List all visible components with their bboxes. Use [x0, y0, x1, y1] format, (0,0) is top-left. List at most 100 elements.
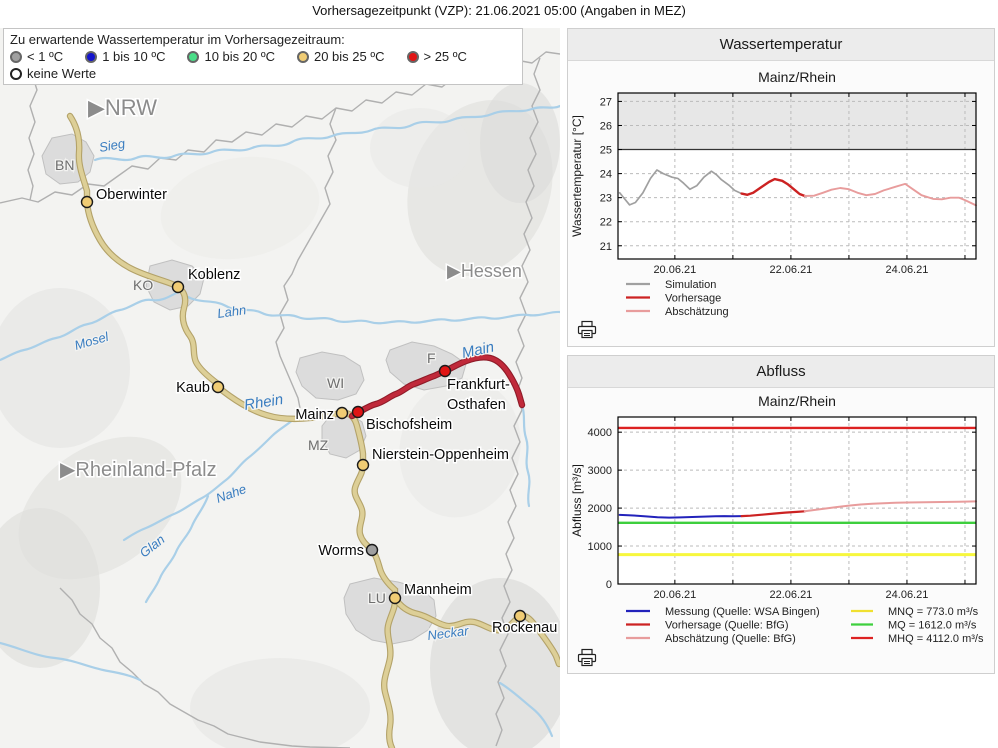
region-label-hessen: ▶Hessen	[447, 261, 522, 281]
station-label: Koblenz	[188, 267, 240, 283]
map-legend-item: keine Werte	[10, 66, 96, 81]
temperature-class-dot-icon	[187, 50, 200, 63]
station-dot-worms[interactable]	[365, 543, 379, 557]
map-legend-label: 20 bis 25 ºC	[313, 49, 385, 64]
plot-area	[618, 417, 976, 584]
terrain-shading	[480, 83, 560, 203]
chart-title: Mainz/Rhein	[758, 393, 836, 409]
station-dot-mainz[interactable]	[335, 406, 349, 420]
river-path	[0, 641, 142, 682]
y-tick-label: 22	[600, 217, 612, 229]
station-dot-rockenau[interactable]	[513, 609, 527, 623]
region-label-rheinland-pfalz: ▶Rheinland-Pfalz	[60, 459, 217, 481]
y-tick-label: 4000	[588, 427, 612, 439]
legend-label: Abschätzung	[665, 306, 729, 318]
y-axis-label: Wassertemperatur [°C]	[570, 115, 584, 237]
city-label-wi: WI	[327, 375, 344, 391]
series-vorhersage	[740, 510, 806, 518]
station-label: Nierstein-Oppenheim	[372, 447, 509, 463]
x-tick-label: 24.06.21	[886, 589, 929, 601]
map-legend: Zu erwartende Wassertemperatur im Vorher…	[3, 28, 523, 85]
legend-label: Simulation	[665, 279, 716, 291]
print-button[interactable]	[577, 648, 597, 667]
print-button[interactable]	[577, 320, 597, 339]
station-dot-bischofsheim[interactable]	[351, 405, 365, 419]
y-tick-label: 26	[600, 120, 612, 132]
region-label-nrw: ▶NRW	[88, 95, 157, 120]
river-label-lahn: Lahn	[216, 302, 247, 321]
station-dot-frankfurt-osthafen[interactable]	[438, 364, 452, 378]
river-path	[520, 403, 531, 508]
city-area	[385, 341, 467, 391]
plot-border	[617, 416, 977, 585]
map-legend-title: Zu erwartende Wassertemperatur im Vorher…	[10, 32, 345, 47]
panel-wassertemperatur: Wassertemperatur 21 22 23 24 25 26 27 20.06.21 2…	[567, 28, 995, 347]
temperature-class-dot-icon	[85, 50, 98, 63]
legend-label: MQ = 1612.0 m³/s	[888, 620, 977, 632]
city-label-bn: BN	[55, 157, 74, 173]
city-label-lu: LU	[368, 590, 386, 606]
terrain-shading	[0, 508, 100, 668]
station-dot-nierstein-oppenheim[interactable]	[356, 458, 370, 472]
temperature-class-dot-icon	[296, 50, 309, 63]
y-tick-label: 3000	[588, 465, 612, 477]
chart-title: Mainz/Rhein	[758, 69, 836, 85]
shaded-band	[618, 93, 976, 150]
y-axis-label: Abfluss [m³/s]	[570, 464, 584, 537]
x-tick-label: 20.06.21	[653, 589, 696, 601]
station-label: Mainz	[295, 407, 334, 423]
legend-label: Vorhersage (Quelle: BfG)	[665, 620, 789, 632]
legend-label: Abschätzung (Quelle: BfG)	[665, 633, 796, 645]
series-vorhersage	[740, 177, 807, 198]
river-path	[144, 494, 210, 604]
x-tick-label: 24.06.21	[886, 264, 929, 276]
station-label: Worms	[318, 543, 364, 559]
y-tick-label: 21	[600, 241, 612, 253]
y-tick-label: 23	[600, 193, 612, 205]
x-tick-label: 22.06.21	[769, 264, 812, 276]
station-label: Bischofsheim	[366, 417, 452, 433]
river-path	[0, 288, 185, 362]
page-title: Vorhersagezeitpunkt (VZP): 21.06.2021 05…	[312, 3, 686, 18]
city-label-f: F	[427, 350, 436, 366]
station-dot-koblenz[interactable]	[171, 280, 185, 294]
city-area	[295, 351, 365, 401]
station-dot-kaub[interactable]	[211, 380, 225, 394]
abfluss-chart: 0 1000 2000 3000 4000 20.06.21 22.06.21 24.06.2…	[570, 393, 984, 667]
map-legend-item: > 25 ºC	[406, 49, 467, 64]
state-border	[59, 587, 351, 748]
station-label: Frankfurt-	[447, 377, 510, 393]
river-label-neckar: Neckar	[427, 623, 470, 643]
river-rhein-neckar	[392, 595, 562, 667]
station-dot-oberwinter[interactable]	[80, 195, 94, 209]
panel-abfluss: Abfluss 0 1000 2000 3000 4000 20.06.21 22.06.2…	[567, 355, 995, 674]
legend-label: Messung (Quelle: WSA Bingen)	[665, 606, 820, 618]
map-legend-row: keine Werte	[10, 66, 516, 81]
map-legend-label: > 25 ºC	[423, 49, 467, 64]
y-tick-label: 1000	[588, 541, 612, 553]
map-legend-item: 10 bis 20 ºC	[187, 49, 275, 64]
legend-label: MNQ = 773.0 m³/s	[888, 606, 979, 618]
station-dot-mannheim[interactable]	[388, 591, 402, 605]
map-legend-label: keine Werte	[27, 66, 97, 81]
series-simulation	[618, 169, 743, 206]
terrain-shading	[190, 658, 370, 748]
station-label: Kaub	[176, 380, 210, 396]
y-tick-label: 24	[600, 169, 612, 181]
river-path	[184, 294, 562, 325]
terrain-shading	[0, 288, 130, 448]
city-label-mz: MZ	[308, 437, 329, 453]
map-legend-label: 1 bis 10 ºC	[102, 49, 166, 64]
wassertemperatur-chart: 21 22 23 24 25 26 27 20.06.21 22.06.21 24.06.21 Ma…	[570, 69, 977, 339]
y-tick-label: 25	[600, 145, 612, 157]
temperature-class-dot-icon	[10, 67, 22, 80]
map-legend-row: < 1 ºC 1 bis 10 ºC 10 bis 20 ºC 20 bis 25 º…	[10, 49, 516, 64]
terrain-shading	[399, 378, 521, 518]
terrain-shading	[160, 156, 320, 260]
map-svg: ▶NRW ▶Hessen ▶Rheinland-Pfalz BN KO WI MZ F LU Si…	[0, 28, 570, 748]
station-label: Mannheim	[404, 582, 472, 598]
series-messung	[618, 513, 743, 519]
x-tick-label: 20.06.21	[653, 264, 696, 276]
map-legend-label: 10 bis 20 ºC	[204, 49, 275, 64]
legend-label: MHQ = 4112.0 m³/s	[888, 633, 984, 645]
